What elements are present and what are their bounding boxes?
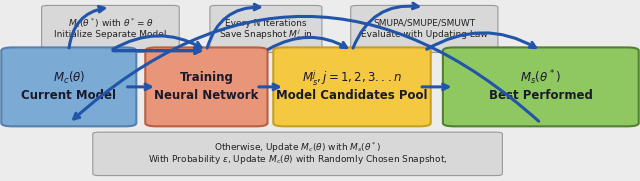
- Text: $M_s^j, j = 1,2,3 ... n$: $M_s^j, j = 1,2,3 ... n$: [302, 68, 402, 88]
- Text: Best Performed: Best Performed: [489, 89, 593, 102]
- FancyBboxPatch shape: [1, 47, 136, 126]
- Text: Save Snapshot $M_s^j$ in: Save Snapshot $M_s^j$ in: [219, 27, 313, 42]
- Text: Initialize Separate Model: Initialize Separate Model: [54, 30, 166, 39]
- FancyBboxPatch shape: [443, 47, 639, 126]
- Text: Evaluate with Updating Law: Evaluate with Updating Law: [361, 30, 488, 39]
- Text: $M_s(\theta^*)$: $M_s(\theta^*)$: [520, 68, 561, 87]
- Text: Training: Training: [179, 71, 234, 84]
- Text: Every N Iterations: Every N Iterations: [225, 19, 307, 28]
- FancyBboxPatch shape: [93, 132, 502, 176]
- Text: Model Candidates Pool: Model Candidates Pool: [276, 89, 428, 102]
- Text: Current Model: Current Model: [21, 89, 116, 102]
- FancyBboxPatch shape: [351, 5, 498, 52]
- Text: Neural Network: Neural Network: [154, 89, 259, 102]
- FancyBboxPatch shape: [42, 5, 179, 52]
- Text: With Probability $\varepsilon$, Update $M_c(\theta)$ with Randomly Chosen Snapsh: With Probability $\varepsilon$, Update $…: [148, 153, 447, 166]
- Text: SMUPA/SMUPE/SMUWT: SMUPA/SMUPE/SMUWT: [373, 19, 476, 28]
- FancyBboxPatch shape: [273, 47, 431, 126]
- FancyBboxPatch shape: [145, 47, 268, 126]
- FancyBboxPatch shape: [210, 5, 322, 52]
- Text: $M_s(\theta^*)$ with $\theta^* = \theta$: $M_s(\theta^*)$ with $\theta^* = \theta$: [68, 16, 153, 30]
- Text: Otherwise, Update $M_c(\theta)$ with $M_s(\theta^*)$: Otherwise, Update $M_c(\theta)$ with $M_…: [214, 141, 381, 155]
- Text: $M_c(\theta)$: $M_c(\theta)$: [52, 70, 85, 86]
